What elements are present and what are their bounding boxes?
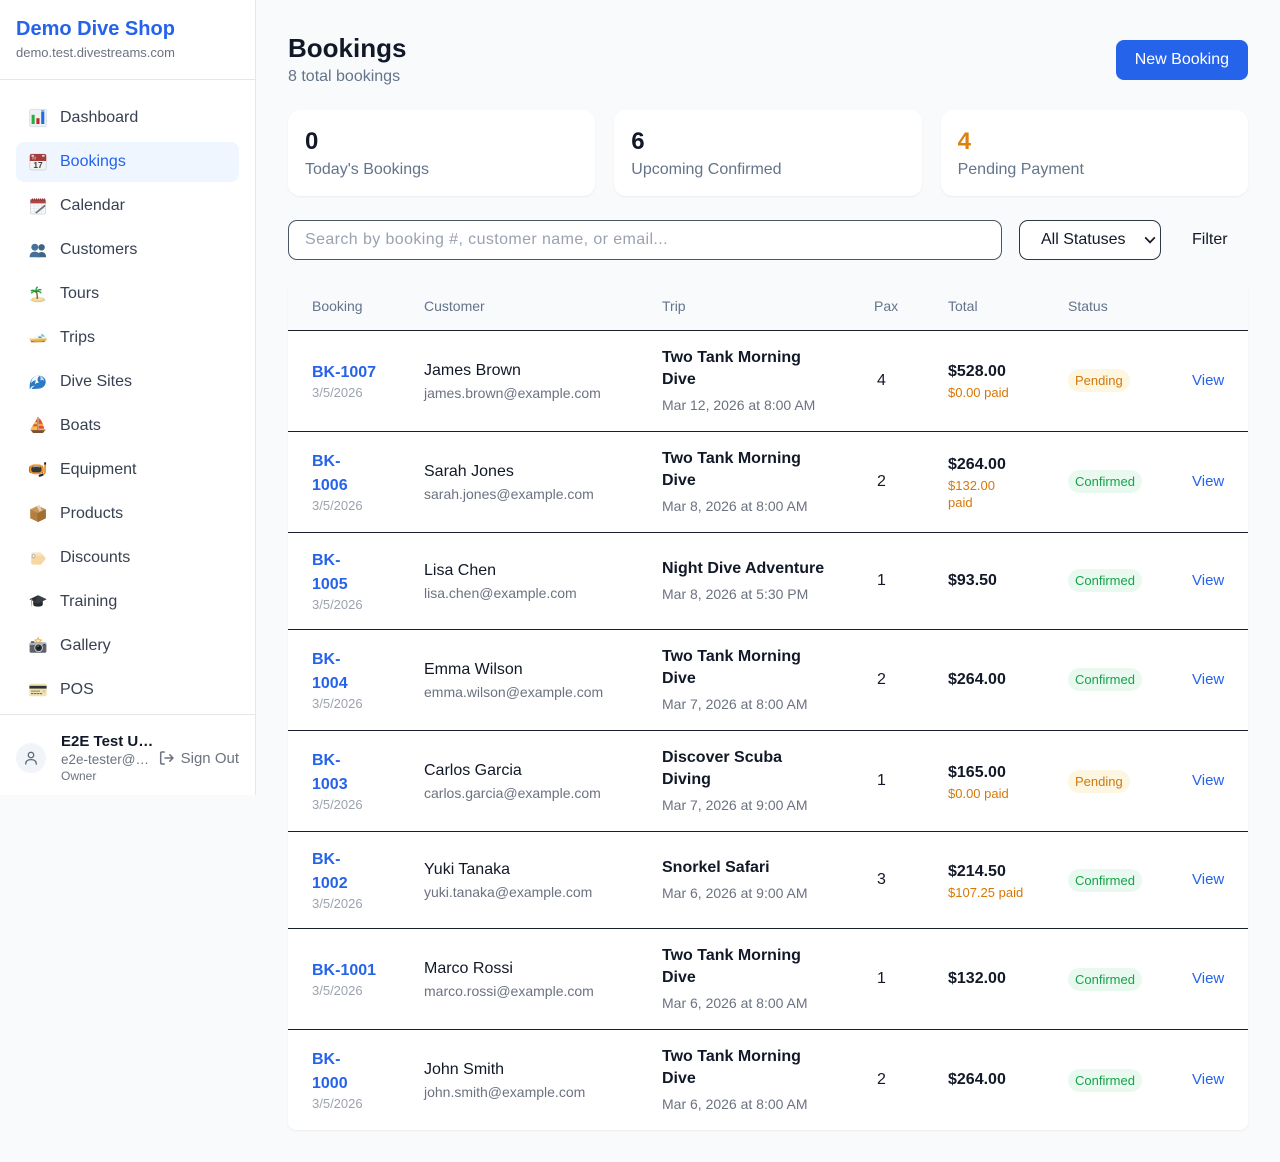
svg-text:M: M xyxy=(32,156,36,161)
svg-text:17: 17 xyxy=(33,160,43,170)
